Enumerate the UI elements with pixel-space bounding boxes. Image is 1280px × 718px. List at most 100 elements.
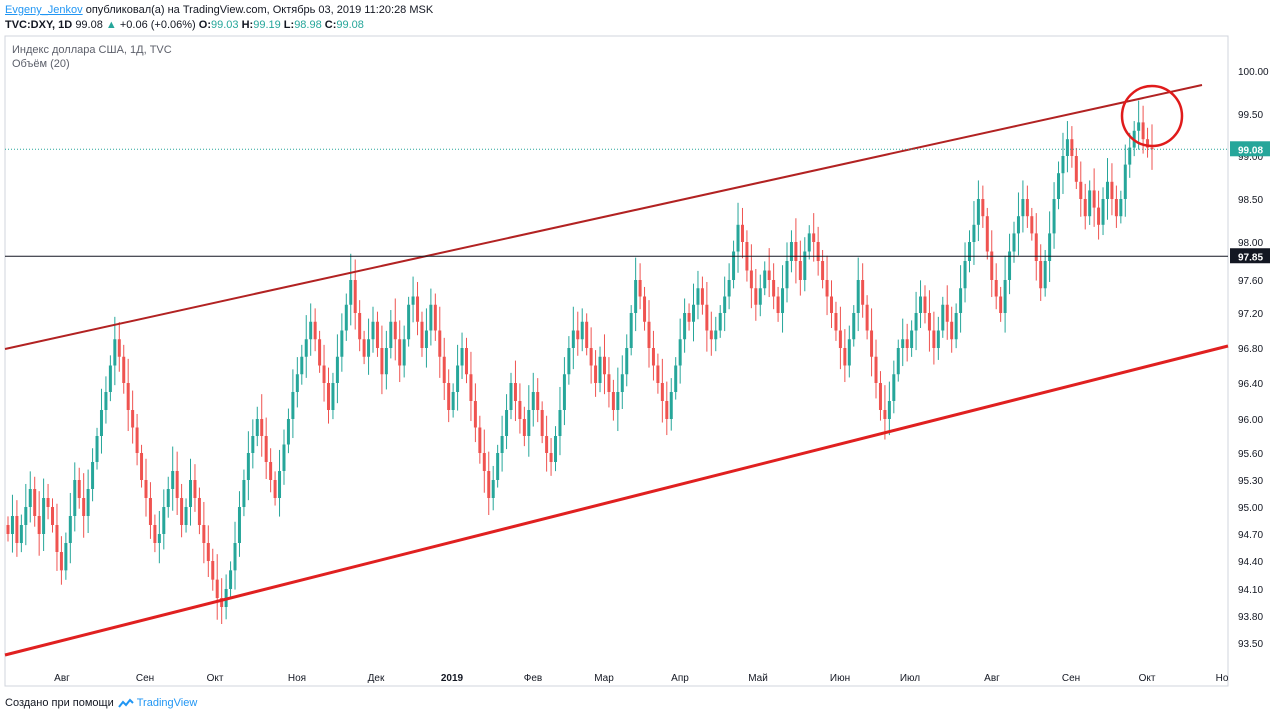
candle-body: [674, 365, 678, 392]
candle-body: [896, 348, 900, 375]
candle-body: [367, 339, 371, 357]
price-tick-label: 95.30: [1238, 476, 1263, 487]
candle-body: [113, 339, 117, 366]
candle-body: [1016, 216, 1020, 234]
change-value: +0.06 (+0.06%): [119, 19, 196, 31]
candle-body: [509, 383, 513, 410]
candle-body: [371, 321, 375, 340]
candle-body: [856, 280, 860, 313]
candle-body: [709, 330, 713, 340]
candle-body: [883, 410, 887, 419]
price-tick-label: 99.00: [1238, 152, 1263, 163]
time-tick-label: Июл: [900, 673, 920, 684]
candle-body: [140, 453, 144, 480]
candle-body: [229, 570, 233, 589]
candle-body: [981, 199, 985, 217]
candle-body: [1083, 199, 1087, 217]
candle-body: [447, 383, 451, 410]
high-label: H:: [241, 19, 254, 31]
candle-body: [732, 251, 736, 280]
candle-body: [803, 251, 807, 280]
candle-body: [527, 410, 531, 436]
level-tag-label: 97.85: [1238, 252, 1263, 263]
candle-body: [945, 304, 949, 322]
time-tick-label: Фев: [524, 673, 542, 684]
time-tick-label: Ноя: [288, 673, 306, 684]
candle-body: [24, 507, 28, 525]
candle-body: [634, 280, 638, 313]
candle-body: [1088, 190, 1092, 217]
open-label: O:: [198, 19, 211, 31]
candle-body: [1034, 233, 1038, 261]
candle-body: [518, 401, 522, 419]
brand-name: TradingView: [136, 697, 198, 709]
candle-body: [358, 313, 362, 340]
candle-body: [55, 525, 59, 552]
price-tick-label: 98.00: [1238, 238, 1263, 249]
candle-body: [990, 251, 994, 280]
lower-channel-line: [4, 344, 1229, 657]
candle-body: [1048, 233, 1052, 261]
candle-body: [611, 392, 615, 410]
candle-body: [189, 480, 193, 507]
candle-body: [852, 313, 856, 340]
candle-body: [798, 261, 802, 280]
candle-body: [976, 199, 980, 225]
candle-body: [28, 489, 32, 507]
candle-body: [335, 356, 339, 383]
candle-body: [1114, 199, 1118, 217]
candle-body: [153, 525, 157, 543]
candle-body: [887, 401, 891, 419]
candle-body: [781, 288, 785, 313]
time-tick-label: Апр: [671, 673, 689, 684]
candle-body: [1137, 122, 1141, 131]
candle-body: [936, 330, 940, 348]
candle-body: [438, 330, 442, 357]
candle-body: [1119, 199, 1123, 217]
candle-body: [322, 365, 326, 383]
candle-body: [6, 525, 10, 534]
candle-body: [42, 498, 46, 534]
candle-body: [215, 579, 219, 598]
price-tick-label: 98.50: [1238, 195, 1263, 206]
candle-body: [237, 507, 241, 543]
tradingview-link[interactable]: TradingView: [117, 696, 198, 710]
candle-body: [1061, 156, 1065, 174]
open-value: 99.03: [211, 19, 239, 31]
candle-body: [255, 419, 259, 436]
price-tick-label: 99.50: [1238, 110, 1263, 121]
candle-body: [282, 444, 286, 471]
author-link[interactable]: Evgeny_Jenkov: [5, 4, 83, 16]
candle-body: [714, 330, 718, 340]
candle-body: [589, 348, 593, 366]
candle-body: [647, 321, 651, 348]
candle-body: [892, 374, 896, 401]
candle-body: [812, 233, 816, 242]
candle-body: [19, 525, 23, 543]
candle-body: [184, 507, 188, 525]
candle-body: [206, 543, 210, 561]
candle-body: [86, 489, 90, 516]
candle-body: [1008, 251, 1012, 280]
price-tick-label: 96.00: [1238, 415, 1263, 426]
candle-body: [180, 498, 184, 525]
upper-channel-line: [4, 84, 1203, 350]
candle-body: [727, 280, 731, 297]
close-label: C:: [324, 19, 337, 31]
candle-body: [1025, 199, 1029, 217]
candle-body: [927, 313, 931, 331]
candle-body: [411, 296, 415, 305]
candle-body: [77, 480, 81, 498]
candle-body: [420, 321, 424, 348]
candle-body: [211, 561, 215, 580]
candle-body: [999, 296, 1003, 313]
candle-body: [754, 288, 758, 305]
candle-body: [1070, 139, 1074, 156]
candle-body: [398, 339, 402, 366]
candle-body: [825, 280, 829, 297]
candle-body: [349, 280, 353, 305]
ticker-line: TVC:DXY, 1D 99.08 ▲ +0.06 (+0.06%) O:99.…: [5, 18, 364, 32]
candle-body: [545, 436, 549, 453]
candle-body: [580, 321, 584, 340]
